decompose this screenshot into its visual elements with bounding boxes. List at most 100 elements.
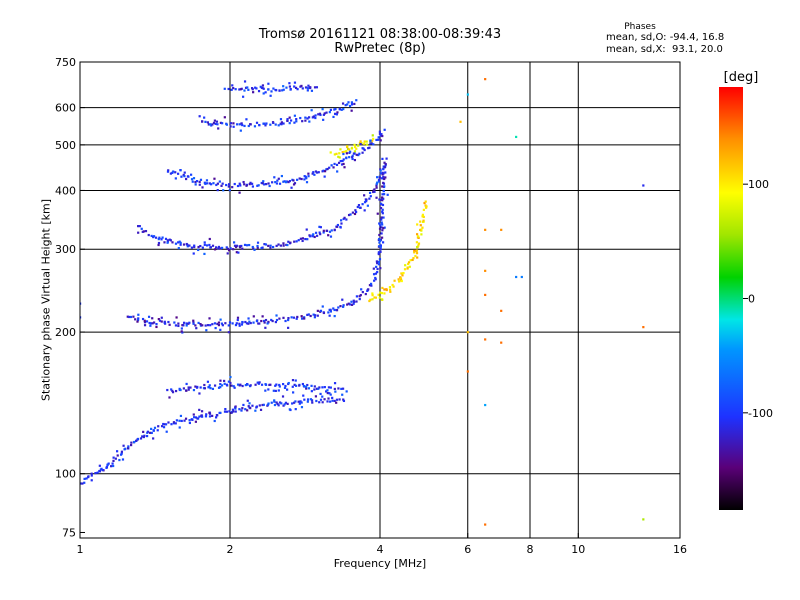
data-point: [264, 243, 268, 246]
data-point: [149, 322, 152, 325]
data-point: [380, 177, 384, 180]
data-point: [241, 407, 244, 410]
data-point: [180, 175, 183, 178]
data-point: [352, 302, 355, 305]
data-point: [245, 244, 249, 247]
chart-title-line2: RwPretec (8p): [334, 41, 426, 56]
data-point: [309, 314, 312, 318]
data-point: [209, 387, 212, 390]
data-point: [171, 171, 174, 174]
data-point: [466, 331, 469, 334]
x-tick-label: 10: [571, 543, 585, 556]
data-point: [353, 158, 357, 162]
data-point: [335, 163, 339, 166]
data-point: [333, 112, 337, 115]
data-point: [266, 403, 270, 406]
data-point: [228, 189, 231, 192]
data-point: [353, 212, 357, 216]
data-point: [260, 319, 263, 323]
data-point: [377, 180, 381, 183]
data-point: [419, 220, 422, 223]
data-point: [302, 384, 305, 388]
data-point: [278, 385, 281, 388]
data-point: [422, 208, 425, 211]
data-point: [484, 403, 487, 407]
data-point: [215, 120, 219, 123]
data-point: [261, 246, 264, 249]
data-point: [300, 401, 303, 404]
data-point: [407, 262, 410, 265]
data-point: [377, 136, 380, 139]
data-point: [378, 222, 381, 225]
data-point: [358, 297, 361, 301]
data-point: [318, 401, 321, 404]
data-point: [292, 183, 296, 186]
x-tick-label: 1: [77, 543, 84, 556]
data-point: [140, 227, 143, 230]
data-point: [282, 316, 285, 319]
data-point: [177, 322, 180, 325]
data-point: [204, 324, 207, 327]
data-point: [301, 87, 304, 90]
data-point: [274, 88, 277, 92]
data-point: [262, 87, 265, 90]
data-point: [260, 181, 263, 185]
data-point: [179, 388, 182, 392]
data-point: [318, 112, 322, 115]
data-point: [127, 315, 131, 319]
data-point: [361, 151, 364, 154]
data-point: [381, 196, 384, 199]
data-point: [298, 384, 301, 387]
data-point: [384, 164, 387, 167]
data-point: [332, 115, 335, 119]
data-point: [197, 245, 200, 249]
data-point: [343, 216, 346, 219]
data-point: [229, 125, 232, 128]
data-point: [379, 172, 383, 175]
data-point: [339, 305, 342, 308]
data-point: [323, 170, 327, 173]
data-point: [338, 152, 341, 155]
data-point: [379, 248, 382, 251]
data-point: [164, 237, 168, 240]
data-point: [234, 406, 237, 409]
data-point: [274, 384, 277, 387]
data-point: [258, 404, 261, 407]
data-point: [333, 162, 336, 166]
data-point: [372, 190, 375, 194]
data-point: [269, 383, 272, 386]
data-point: [219, 411, 222, 414]
data-point: [326, 391, 329, 395]
data-point: [285, 243, 288, 246]
data-point: [286, 118, 289, 121]
data-point: [239, 184, 242, 187]
data-point: [216, 123, 219, 126]
data-point: [251, 185, 254, 188]
data-point: [284, 319, 287, 323]
colorbar-ticks: 100 0 -100: [743, 178, 773, 420]
data-point: [248, 320, 251, 323]
data-point: [225, 123, 228, 126]
data-point: [377, 178, 381, 181]
data-point: [289, 408, 292, 412]
data-point: [368, 299, 371, 303]
data-point: [347, 302, 350, 305]
data-point: [223, 87, 226, 90]
data-point: [328, 392, 331, 395]
data-point: [354, 209, 357, 212]
data-point: [267, 388, 270, 391]
data-point: [171, 241, 174, 244]
data-point: [283, 403, 286, 406]
data-point: [378, 198, 381, 201]
data-point: [273, 399, 276, 402]
data-point: [236, 123, 239, 126]
data-point: [138, 225, 141, 228]
data-point: [326, 167, 329, 171]
data-point: [376, 212, 379, 215]
data-point: [132, 315, 135, 318]
data-point: [279, 244, 282, 247]
data-point: [192, 413, 195, 416]
data-point: [122, 444, 125, 447]
data-point: [305, 387, 308, 390]
data-point: [382, 175, 385, 179]
